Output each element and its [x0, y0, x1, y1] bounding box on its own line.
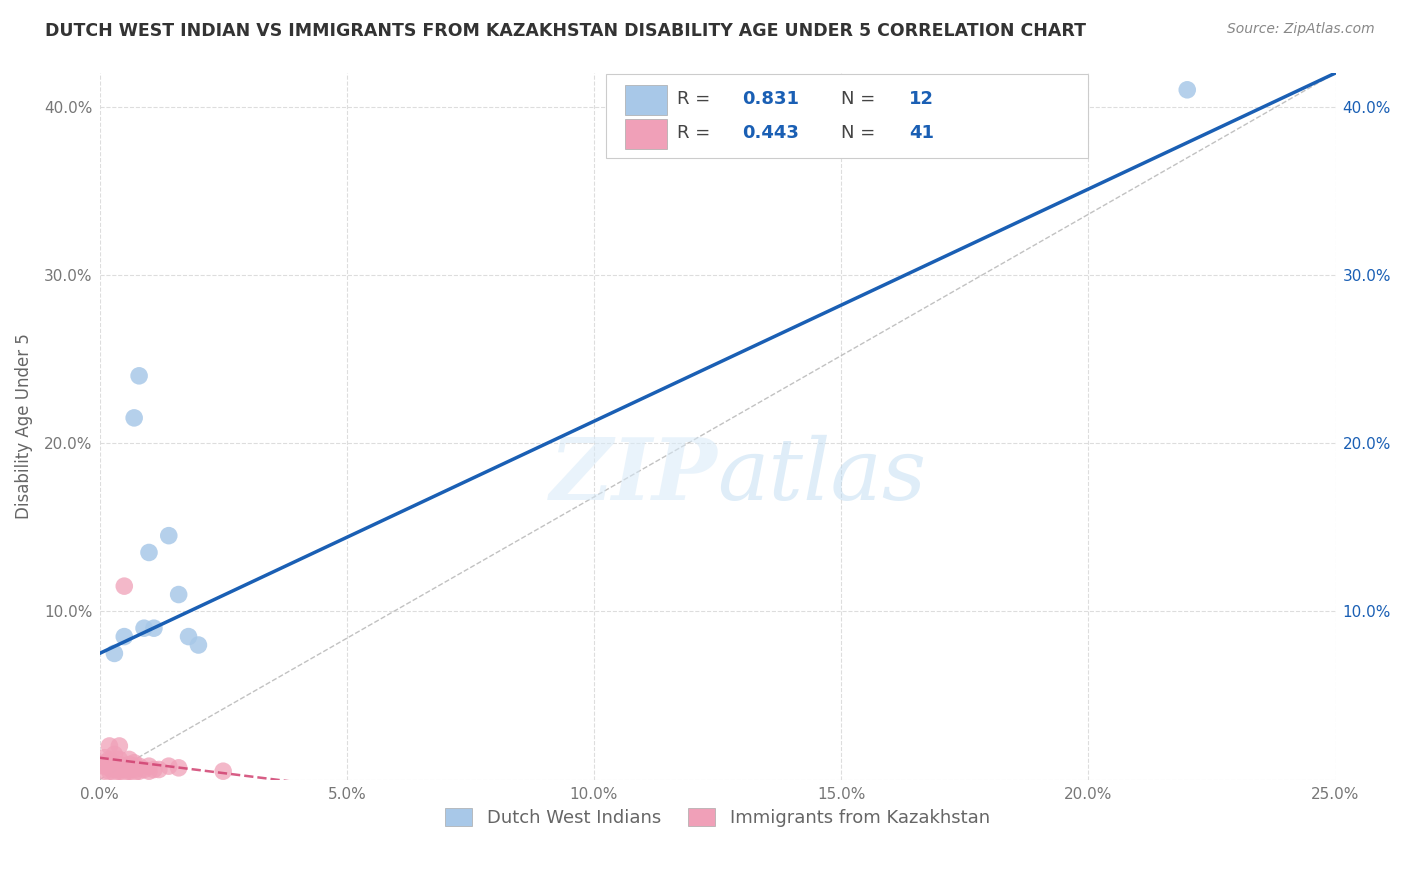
Point: [142, 763, 165, 777]
Legend: Dutch West Indians, Immigrants from Kazakhstan: Dutch West Indians, Immigrants from Kaza…: [439, 800, 997, 834]
Point: [118, 761, 141, 775]
Point: [108, 764, 131, 779]
Point: [122, 759, 145, 773]
FancyBboxPatch shape: [624, 85, 666, 115]
Point: [93, 764, 115, 779]
Point: [138, 545, 160, 559]
Point: [98, 761, 121, 775]
Point: [103, 647, 125, 661]
Point: [128, 764, 150, 779]
Point: [138, 759, 160, 773]
Point: [122, 410, 145, 425]
Point: [128, 759, 150, 773]
Point: [108, 757, 131, 772]
Text: Source: ZipAtlas.com: Source: ZipAtlas.com: [1227, 22, 1375, 37]
Point: [98, 764, 121, 779]
Text: R =: R =: [676, 90, 716, 108]
Point: [167, 588, 190, 602]
Point: [112, 579, 135, 593]
Text: atlas: atlas: [717, 434, 927, 517]
FancyBboxPatch shape: [606, 74, 1088, 158]
Point: [112, 765, 135, 780]
Y-axis label: Disability Age Under 5: Disability Age Under 5: [15, 334, 32, 519]
Text: N =: N =: [841, 124, 882, 142]
Point: [122, 765, 145, 780]
Point: [128, 368, 150, 383]
Point: [122, 756, 145, 770]
Point: [108, 761, 131, 775]
Text: N =: N =: [841, 90, 882, 108]
Point: [108, 752, 131, 766]
Point: [1175, 83, 1198, 97]
Point: [157, 759, 180, 773]
Point: [103, 759, 125, 773]
Point: [212, 764, 235, 779]
Point: [93, 756, 115, 770]
Point: [103, 765, 125, 780]
Point: [167, 761, 190, 775]
Point: [93, 759, 115, 773]
Text: DUTCH WEST INDIAN VS IMMIGRANTS FROM KAZAKHSTAN DISABILITY AGE UNDER 5 CORRELATI: DUTCH WEST INDIAN VS IMMIGRANTS FROM KAZ…: [45, 22, 1085, 40]
Text: 0.443: 0.443: [742, 124, 799, 142]
Point: [98, 739, 121, 753]
Point: [98, 756, 121, 770]
Text: R =: R =: [676, 124, 716, 142]
Point: [112, 763, 135, 777]
Point: [122, 763, 145, 777]
Text: ZIP: ZIP: [550, 434, 717, 517]
Point: [157, 529, 180, 543]
Point: [118, 764, 141, 779]
Point: [132, 763, 155, 777]
Text: 12: 12: [910, 90, 934, 108]
Point: [118, 757, 141, 772]
Point: [138, 764, 160, 779]
Point: [103, 747, 125, 762]
Point: [112, 759, 135, 773]
Point: [93, 750, 115, 764]
Point: [118, 752, 141, 766]
Text: 0.831: 0.831: [742, 90, 799, 108]
Point: [177, 630, 200, 644]
FancyBboxPatch shape: [624, 119, 666, 149]
Point: [142, 621, 165, 635]
Point: [103, 763, 125, 777]
Point: [132, 621, 155, 635]
Point: [112, 630, 135, 644]
Point: [103, 756, 125, 770]
Point: [187, 638, 209, 652]
Text: 41: 41: [910, 124, 934, 142]
Point: [108, 739, 131, 753]
Point: [98, 752, 121, 766]
Point: [148, 763, 170, 777]
